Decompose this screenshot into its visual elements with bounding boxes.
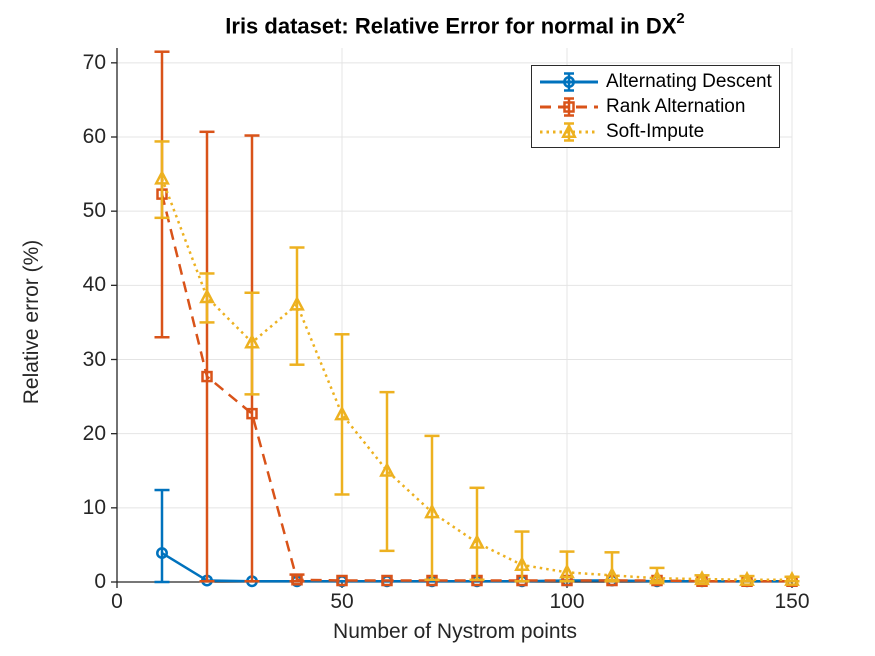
legend-sample-line-square-icon (540, 96, 598, 117)
legend-sample-line-triangle-icon (540, 121, 598, 142)
y-tick-label: 0 (94, 570, 106, 593)
plot-title-superscript: 2 (676, 9, 685, 27)
y-tick-label: 60 (82, 125, 106, 148)
legend-row-alternating-descent: Alternating Descent (538, 69, 779, 94)
x-tick-label: 150 (774, 590, 810, 613)
y-axis-label: Relative error (%) (20, 239, 43, 405)
y-tick-label: 70 (82, 50, 106, 74)
legend-row-rank-alternation: Rank Alternation (538, 94, 779, 119)
y-tick-label: 10 (82, 495, 106, 519)
legend: Alternating Descent Rank Alternation Sof… (531, 65, 780, 148)
x-tick-label: 50 (330, 590, 354, 613)
legend-label: Alternating Descent (606, 70, 772, 92)
legend-label: Soft-Impute (606, 120, 705, 142)
plot-area (111, 48, 800, 588)
y-tick-label: 50 (82, 199, 106, 223)
y-tick-label: 20 (82, 421, 106, 445)
y-tick-label: 40 (82, 273, 106, 297)
x-axis-label: Number of Nystrom points (333, 620, 577, 643)
plot-title: Iris dataset: Relative Error for normal … (225, 9, 685, 39)
legend-label: Rank Alternation (606, 95, 746, 117)
x-tick-label: 0 (111, 590, 123, 613)
y-tick-label: 30 (82, 347, 106, 371)
plot-svg (111, 48, 800, 588)
legend-row-soft-impute: Soft-Impute (538, 119, 779, 144)
x-tick-label: 100 (549, 590, 585, 613)
plot-title-text: Iris dataset: Relative Error for normal … (225, 13, 677, 39)
legend-sample-line-circle-icon (540, 71, 598, 92)
